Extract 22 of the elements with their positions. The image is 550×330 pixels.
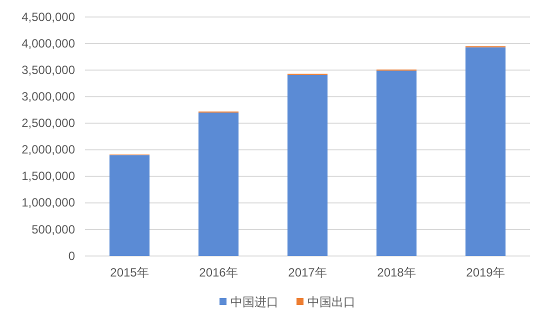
y-tick-label: 1,500,000 [22, 169, 76, 184]
y-tick-label: 2,000,000 [22, 142, 76, 157]
y-tick-label: 0 [68, 248, 76, 263]
x-tick-label: 2017年 [288, 266, 327, 280]
bar [198, 112, 239, 256]
x-tick-label: 2019年 [466, 266, 505, 280]
y-tick-label: 500,000 [32, 222, 76, 236]
y-tick-label: 2,500,000 [22, 116, 76, 130]
y-tick-label: 3,000,000 [22, 90, 76, 104]
bar [109, 155, 150, 256]
bar [376, 70, 417, 256]
bar [287, 74, 328, 256]
y-tick-label: 4,000,000 [22, 36, 76, 50]
x-tick-label: 2015年 [110, 266, 149, 280]
bar [465, 47, 506, 256]
y-tick-label: 3,500,000 [22, 62, 76, 77]
y-tick-label: 4,500,000 [22, 10, 76, 24]
x-tick-label: 2018年 [377, 266, 416, 280]
x-tick-label: 2016年 [199, 266, 238, 280]
legend-label: 中国进口 [230, 295, 278, 310]
y-tick-label: 1,000,000 [22, 196, 76, 210]
legend-label: 中国出口 [308, 295, 356, 310]
